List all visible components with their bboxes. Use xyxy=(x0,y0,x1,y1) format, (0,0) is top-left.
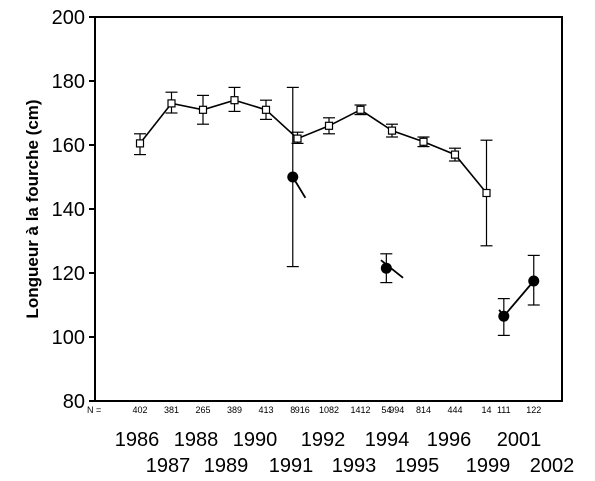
category-label: 2001 xyxy=(497,429,542,451)
sample-size-label: 916 xyxy=(295,405,310,415)
sample-size-label: 54 xyxy=(381,405,391,415)
data-point-square xyxy=(167,99,176,108)
category-label: 1994 xyxy=(365,429,410,451)
category-label: 1995 xyxy=(395,455,440,477)
data-point-circle xyxy=(498,310,510,322)
sample-size-label: 1412 xyxy=(350,405,370,415)
category-label: 1986 xyxy=(115,429,160,451)
sample-size-label: 389 xyxy=(227,405,242,415)
data-point-square xyxy=(324,121,334,130)
sample-size-label: 994 xyxy=(389,405,404,415)
data-point-square xyxy=(356,105,365,114)
y-axis: 80 100 120 140 160 180 200 xyxy=(52,7,95,413)
sample-size-label: 402 xyxy=(132,405,147,415)
category-label: 1991 xyxy=(269,455,314,477)
data-point-square xyxy=(230,96,239,105)
data-point-square xyxy=(482,188,491,198)
sample-size-label: 444 xyxy=(447,405,462,415)
sample-size-label: 122 xyxy=(526,405,541,415)
sample-size-label: 413 xyxy=(258,405,273,415)
data-point-square xyxy=(261,105,271,114)
trend-segment xyxy=(503,280,535,317)
y-tick-label: 80 xyxy=(63,391,85,413)
sample-size-label: 111 xyxy=(497,405,511,415)
y-tick-label: 180 xyxy=(52,71,85,93)
data-point-square xyxy=(135,139,145,148)
y-axis-label: Longueur à la fourche (cm) xyxy=(23,99,42,318)
y-tick-label: 200 xyxy=(52,7,85,29)
category-label: 1989 xyxy=(204,455,249,477)
y-tick-label: 140 xyxy=(52,199,85,221)
sample-size-label: 265 xyxy=(195,405,210,415)
data-point-circle xyxy=(380,262,392,274)
data-point-square xyxy=(293,134,302,143)
category-label: 1996 xyxy=(427,429,472,451)
sample-size-prefix: N = xyxy=(87,405,101,415)
sample-size-label: 1082 xyxy=(319,405,339,415)
data-point-square xyxy=(419,137,428,146)
series-line xyxy=(139,99,488,194)
sample-size-label: 14 xyxy=(481,405,491,415)
data-point-circle xyxy=(528,275,540,287)
series-layer xyxy=(134,86,540,336)
category-label: 1999 xyxy=(466,455,511,477)
data-point-circle xyxy=(287,171,299,183)
sample-size-label: 8 xyxy=(290,405,295,415)
y-tick-label: 160 xyxy=(52,135,85,157)
sample-size-label: 381 xyxy=(164,405,179,415)
sample-size-label: 814 xyxy=(416,405,431,415)
data-point-square xyxy=(387,126,397,135)
plot-frame xyxy=(94,16,563,402)
x-axis-labels: 1986 1987 1988 1989 1990 1991 1992 1993 1994 1995… xyxy=(115,429,575,477)
data-point-square xyxy=(450,150,460,159)
category-label: 2002 xyxy=(530,455,575,477)
category-label: 1990 xyxy=(233,429,278,451)
plot-area xyxy=(94,16,563,402)
y-tick-label: 100 xyxy=(52,327,85,349)
category-label: 1992 xyxy=(301,429,346,451)
category-label: 1993 xyxy=(332,455,377,477)
category-label: 1988 xyxy=(174,429,219,451)
y-tick-label: 120 xyxy=(52,263,85,285)
data-point-square xyxy=(198,105,208,114)
category-label: 1987 xyxy=(146,455,191,477)
